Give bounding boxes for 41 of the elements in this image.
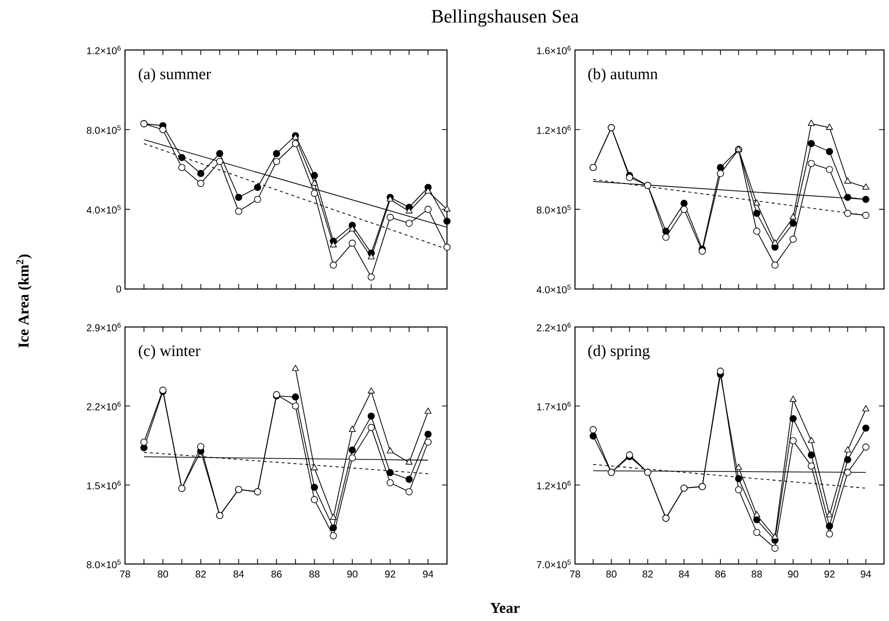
y-tick-label: 4.0×10$^{5}$ — [536, 284, 571, 294]
y-tick-label: 8.0×10$^{5}$ — [536, 205, 571, 214]
x-tick-label: 94 — [422, 570, 434, 578]
x-tick-label: 84 — [678, 570, 690, 578]
x-tick-label: 92 — [385, 570, 396, 578]
y-tick-label: 1.7×10$^{6}$ — [537, 402, 571, 410]
y-tick-label: 2.2×10$^{6}$ — [536, 322, 571, 332]
x-tick-label: 78 — [570, 570, 580, 578]
x-tick-label: 80 — [606, 570, 617, 578]
x-tick-label: 80 — [158, 570, 168, 578]
y-tick-label: 2.9×10$^{6}$ — [86, 322, 121, 332]
y-axis-title: Ice Area (km$^{2}$) — [16, 254, 32, 348]
x-tick-label: 86 — [715, 570, 726, 578]
x-tick-label: 94 — [860, 570, 872, 578]
y-tick-label: 7.0×10$^{5}$ — [536, 560, 571, 568]
text: Bellingshausen Sea — [432, 9, 579, 27]
y-tick-label: 8.0×10$^{5}$ — [86, 125, 121, 134]
x-tick-label: 90 — [788, 570, 798, 578]
y-tick-label: 0 — [116, 285, 122, 293]
x-tick-label: 88 — [752, 570, 762, 578]
y-tick-label: 1.2×10$^{6}$ — [537, 480, 571, 490]
y-tick-label: 1.2×10$^{6}$ — [537, 125, 571, 134]
text: (a) summer — [138, 68, 211, 83]
x-tick-label: 86 — [271, 570, 282, 578]
y-tick-label: 4.0×10$^{5}$ — [86, 205, 121, 214]
x-tick-label: 78 — [120, 570, 130, 578]
x-axis-title: Year — [490, 603, 520, 613]
x-tick-label: 82 — [642, 570, 653, 578]
text: (c) winter — [138, 344, 200, 360]
text: (b) autumn — [588, 68, 658, 83]
x-tick-label: 90 — [347, 570, 358, 578]
x-tick-label: 84 — [234, 570, 244, 578]
text: (d) spring — [588, 344, 650, 360]
y-tick-label: 1.2×10$^{6}$ — [87, 46, 121, 54]
y-tick-label: 1.5×10$^{6}$ — [87, 480, 121, 490]
x-tick-label: 92 — [824, 570, 835, 578]
y-tick-label: 2.2×10$^{6}$ — [86, 402, 121, 410]
y-tick-label: 8.0×10$^{5}$ — [86, 560, 121, 568]
y-tick-label: 1.6×10$^{6}$ — [537, 46, 571, 54]
x-tick-label: 82 — [196, 570, 206, 578]
x-tick-label: 88 — [309, 570, 320, 578]
